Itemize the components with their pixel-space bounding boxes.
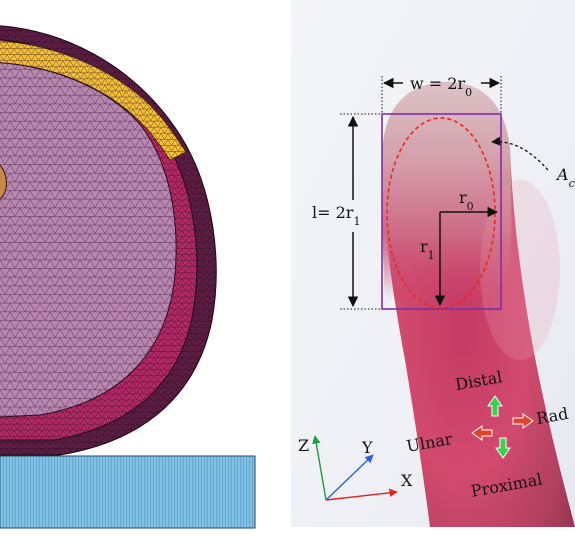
width-label: w = 2r0 [410,74,472,99]
distal-arrow-head [487,395,503,417]
direction-compass [471,395,534,459]
x-axis-label: X [401,471,413,490]
coordinate-axes: X Y Z [298,435,413,501]
z-axis-label: Z [298,436,309,455]
mesh-bone-core [0,164,7,200]
contact-area-pointer [491,136,549,171]
x-axis [325,488,398,501]
r0-label: r0 [459,188,474,213]
finger-photo-panel: w = 2r0 l= 2r1 r0 r1 Ac Distal Proximal … [291,0,575,527]
radial-arrow-head [512,413,534,429]
y-axis [325,454,374,501]
ulnar-arrow-head [471,425,493,441]
r1-label: r1 [420,237,435,262]
proximal-arrow-head [495,437,511,459]
contact-bounding-box [381,113,502,310]
z-axis [312,435,327,501]
y-axis-label: Y [361,438,373,457]
length-label: l= 2r1 [312,203,360,228]
fe-mesh-panel [0,25,256,529]
contact-area-label: Ac [555,165,575,190]
